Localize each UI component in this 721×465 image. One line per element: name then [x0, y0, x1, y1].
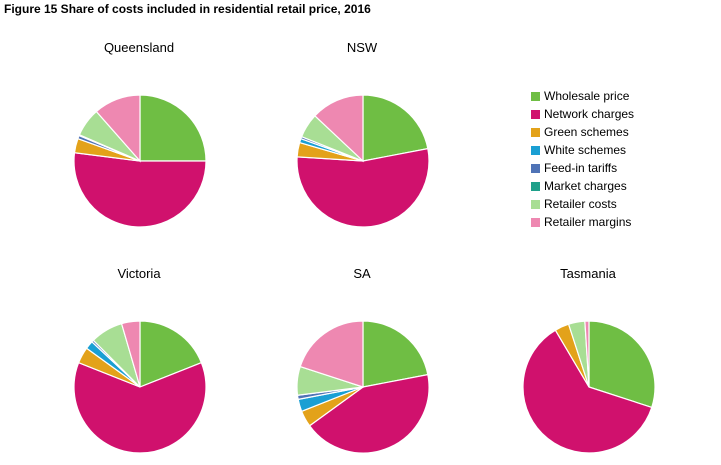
pie-slice-retailer-margins: [299, 320, 364, 388]
pie-slice-wholesale-price: [362, 94, 429, 162]
pie-title-sa: SA: [353, 266, 371, 281]
legend-item-network-charges: Network charges: [531, 105, 634, 123]
pie-slice-retailer-margins: [120, 320, 141, 388]
legend-item-market-charges: Market charges: [531, 177, 634, 195]
legend-item-feed-in-tariffs: Feed-in tariffs: [531, 159, 634, 177]
pie-slice-retailer-margins: [584, 320, 590, 388]
pie-chart-tasmania: [522, 320, 656, 454]
legend-item-retailer-costs: Retailer costs: [531, 195, 634, 213]
pie-slice-network-charges: [522, 329, 653, 454]
legend-label: Feed-in tariffs: [544, 161, 618, 175]
pie-slice-network-charges: [73, 152, 207, 228]
legend-label: Wholesale price: [544, 89, 630, 103]
pie-chart-sa: [296, 320, 430, 454]
legend-swatch: [531, 91, 540, 101]
legend-label: Retailer costs: [544, 197, 617, 211]
pie-slice-network-charges: [73, 361, 207, 454]
pie-slice-retailer-margins: [95, 94, 141, 163]
legend-swatch: [531, 217, 540, 227]
legend-label: White schemes: [544, 143, 627, 157]
legend-swatch: [531, 163, 540, 173]
legend-swatch: [531, 145, 540, 155]
pie-slice-wholesale-price: [588, 320, 656, 409]
legend-item-white-schemes: White schemes: [531, 141, 634, 159]
legend-item-retailer-margins: Retailer margins: [531, 213, 634, 231]
pie-slice-network-charges: [296, 147, 430, 228]
legend-swatch: [531, 199, 540, 209]
legend-label: Network charges: [544, 107, 635, 121]
pie-slice-wholesale-price: [139, 320, 203, 388]
legend-label: Green schemes: [544, 125, 629, 139]
pie-chart-queensland: [73, 94, 207, 228]
pie-chart-nsw: [296, 94, 430, 228]
legend-item-wholesale-price: Wholesale price: [531, 87, 634, 105]
pie-chart-victoria: [73, 320, 207, 454]
legend-swatch: [531, 127, 540, 137]
legend-item-green-schemes: Green schemes: [531, 123, 634, 141]
pie-slice-wholesale-price: [362, 320, 429, 388]
legend-swatch: [531, 181, 540, 191]
pie-title-tasmania: Tasmania: [560, 266, 616, 281]
legend-label: Retailer margins: [544, 215, 632, 229]
pie-slice-network-charges: [308, 373, 430, 454]
pie-slice-wholesale-price: [139, 94, 207, 162]
legend: Wholesale price Network charges Green sc…: [531, 87, 634, 231]
pie-title-victoria: Victoria: [117, 266, 161, 281]
pie-slice-retailer-margins: [314, 94, 364, 163]
pie-title-nsw: NSW: [346, 40, 378, 55]
legend-label: Market charges: [544, 179, 627, 193]
pie-title-queensland: Queensland: [103, 40, 175, 55]
figure-title: Figure 15 Share of costs included in res…: [4, 2, 371, 16]
legend-swatch: [531, 109, 540, 119]
